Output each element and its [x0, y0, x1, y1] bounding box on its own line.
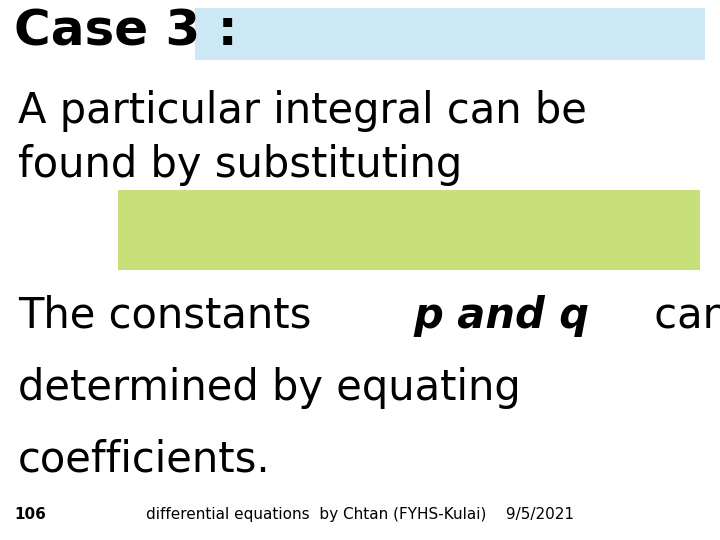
- Text: determined by equating: determined by equating: [18, 367, 521, 409]
- Text: Case 3 :: Case 3 :: [14, 8, 255, 56]
- Text: The constants: The constants: [18, 295, 325, 337]
- Text: coefficients.: coefficients.: [18, 439, 271, 481]
- Bar: [118, 190, 700, 270]
- Text: p and q: p and q: [414, 295, 590, 337]
- Text: differential equations  by Chtan (FYHS-Kulai)    9/5/2021: differential equations by Chtan (FYHS-Ku…: [146, 507, 574, 522]
- Text: 106: 106: [14, 507, 46, 522]
- Text: A particular integral can be
found by substituting: A particular integral can be found by su…: [18, 90, 587, 186]
- Text: can be: can be: [641, 295, 720, 337]
- Bar: [195, 8, 705, 60]
